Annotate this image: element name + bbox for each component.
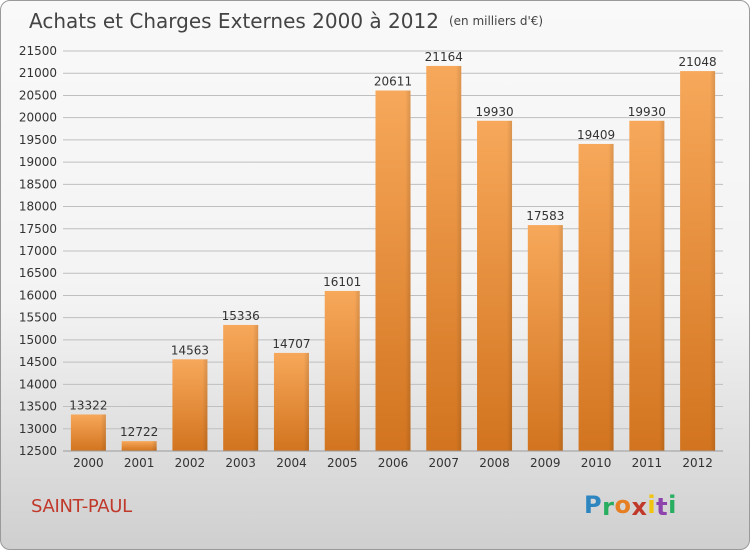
x-tick-label-2000: 2000	[73, 456, 104, 470]
y-tick-label: 17500	[19, 222, 57, 236]
data-labels: 13322 12722 14563 15336 14707 16101 20611 21164…	[69, 50, 716, 439]
chart-title: Achats et Charges Externes 2000 à 2012 (e…	[29, 9, 543, 33]
data-label-2004: 14707	[272, 337, 310, 351]
bar-shade-2010	[578, 143, 614, 451]
data-label-2002: 14563	[171, 343, 209, 357]
data-label-2000: 13322	[69, 398, 107, 412]
bar-shade-2009	[527, 225, 563, 451]
y-tick-label: 20500	[19, 88, 57, 102]
y-tick-label: 15500	[19, 311, 57, 325]
bar-shade-2002	[172, 359, 208, 451]
x-tick-label-2001: 2001	[124, 456, 155, 470]
data-label-2006: 20611	[374, 75, 412, 89]
y-tick-label: 16500	[19, 266, 57, 280]
y-tick-label: 16000	[19, 288, 57, 302]
y-tick-label: 21000	[19, 66, 57, 80]
data-label-2012: 21048	[679, 55, 717, 69]
x-tick-label-2008: 2008	[479, 456, 510, 470]
data-label-2001: 12722	[120, 425, 158, 439]
data-label-2009: 17583	[526, 209, 564, 223]
bar-shade-2008	[477, 120, 513, 452]
x-tick-label-2010: 2010	[581, 456, 612, 470]
x-tick-label-2006: 2006	[378, 456, 409, 470]
x-tick-label-2009: 2009	[530, 456, 561, 470]
bar-shade-2004	[273, 352, 309, 451]
y-tick-label: 19000	[19, 155, 57, 169]
y-tick-label: 12500	[19, 444, 57, 458]
logo-letter: i	[668, 491, 677, 519]
y-tick-label: 21500	[19, 44, 57, 58]
y-tick-label: 17000	[19, 244, 57, 258]
y-tick-label: 13500	[19, 400, 57, 414]
y-axis: 12500 13000 13500 14000 14500 15000 15500 16000…	[19, 44, 57, 458]
y-tick-label: 14500	[19, 355, 57, 369]
bar-shade-2011	[629, 120, 665, 452]
bar-shade-2012	[680, 71, 716, 451]
data-label-2007: 21164	[425, 50, 463, 64]
y-tick-label: 19500	[19, 133, 57, 147]
bars	[70, 65, 716, 452]
logo-letter: x	[631, 493, 648, 521]
x-tick-label-2007: 2007	[428, 456, 459, 470]
bar-shade-2005	[324, 290, 360, 451]
x-tick-label-2011: 2011	[632, 456, 663, 470]
bar-shade-2006	[375, 90, 411, 451]
x-tick-label-2012: 2012	[682, 456, 713, 470]
y-tick-label: 14000	[19, 377, 57, 391]
proxiti-logo: Proxiti	[584, 491, 677, 521]
bar-shade-2000	[70, 414, 106, 451]
y-tick-label: 15000	[19, 333, 57, 347]
logo-letter: t	[656, 493, 669, 521]
x-tick-label-2005: 2005	[327, 456, 358, 470]
bar-shade-2007	[426, 65, 462, 451]
data-label-2008: 19930	[475, 105, 513, 119]
bar-shade-2003	[223, 324, 259, 451]
title-text: Achats et Charges Externes 2000 à 2012	[29, 9, 439, 33]
city-name: SAINT-PAUL	[31, 496, 132, 517]
data-label-2005: 16101	[323, 275, 361, 289]
data-label-2011: 19930	[628, 105, 666, 119]
data-label-2010: 19409	[577, 128, 615, 142]
x-tick-label-2004: 2004	[276, 456, 307, 470]
logo-letter: P	[584, 491, 603, 519]
x-axis: 2000 2001 2002 2003 2004 2005 2006 2007 2008 2009…	[63, 450, 723, 470]
logo-letter: o	[614, 491, 632, 519]
y-tick-label: 13000	[19, 422, 57, 436]
data-label-2003: 15336	[222, 309, 260, 323]
x-tick-label-2003: 2003	[225, 456, 256, 470]
x-tick-label-2002: 2002	[175, 456, 206, 470]
logo-letter: i	[647, 491, 657, 519]
y-tick-label: 18500	[19, 177, 57, 191]
y-tick-label: 20000	[19, 111, 57, 125]
bar-shade-2001	[121, 441, 157, 451]
unit-label: (en milliers d'€)	[448, 14, 544, 28]
logo-letter: r	[602, 493, 615, 521]
y-tick-label: 18000	[19, 200, 57, 214]
